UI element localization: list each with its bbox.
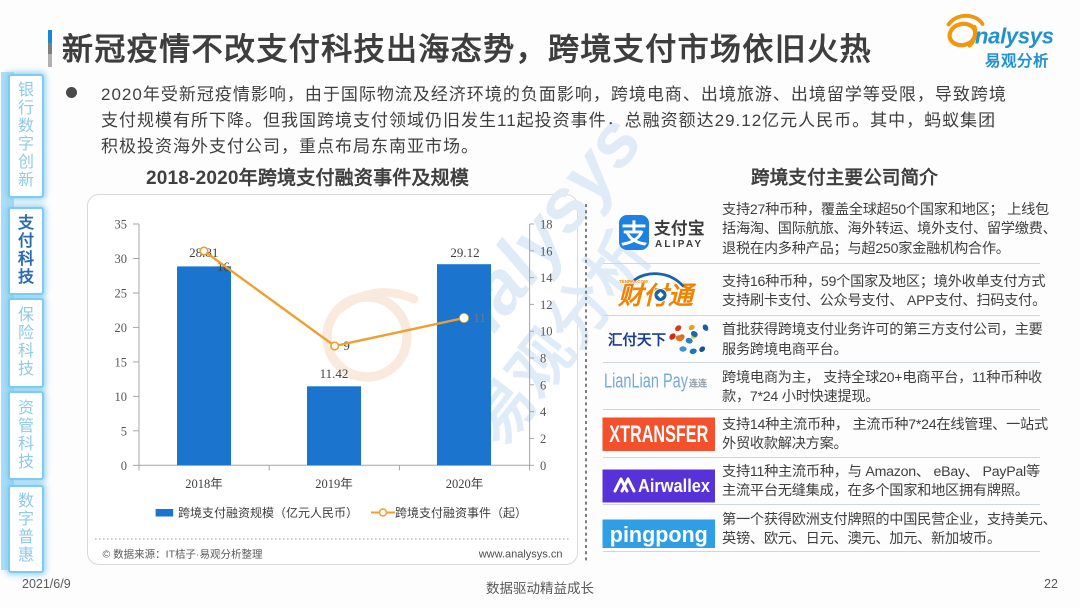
- svg-text:2: 2: [540, 432, 546, 446]
- svg-text:10: 10: [540, 325, 553, 339]
- svg-text:2018年: 2018年: [185, 477, 223, 491]
- svg-text:9: 9: [343, 338, 350, 353]
- svg-text:29.12: 29.12: [450, 245, 479, 260]
- svg-text:0: 0: [540, 459, 546, 473]
- svg-text:4: 4: [540, 405, 547, 419]
- svg-text:8: 8: [540, 352, 546, 366]
- svg-text:11.42: 11.42: [320, 366, 349, 381]
- svg-text:跨境支付融资事件（起）: 跨境支付融资事件（起）: [395, 505, 527, 520]
- svg-text:25: 25: [115, 287, 128, 301]
- svg-text:XTRANSFER: XTRANSFER: [609, 421, 708, 448]
- svg-text:nalysys: nalysys: [975, 24, 1054, 49]
- svg-text:10: 10: [115, 390, 128, 404]
- svg-text:12: 12: [540, 298, 553, 312]
- svg-text:支: 支: [621, 219, 647, 249]
- svg-text:连连: 连连: [689, 378, 708, 389]
- svg-text:LianLian Pay: LianLian Pay: [604, 371, 688, 393]
- svg-text:Airwallex: Airwallex: [638, 476, 710, 496]
- svg-text:TENPAY.COM: TENPAY.COM: [619, 279, 648, 284]
- svg-text:15: 15: [115, 355, 128, 369]
- svg-text:2020年: 2020年: [446, 477, 484, 491]
- svg-text:0: 0: [121, 459, 127, 473]
- svg-text:14: 14: [540, 271, 553, 285]
- svg-text:30: 30: [115, 252, 128, 266]
- svg-text:35: 35: [115, 218, 128, 232]
- svg-text:跨境支付融资规模（亿元人民币）: 跨境支付融资规模（亿元人民币）: [178, 505, 358, 520]
- svg-text:支付宝: 支付宝: [654, 218, 705, 238]
- svg-text:20: 20: [115, 321, 128, 335]
- svg-text:2019年: 2019年: [315, 477, 353, 491]
- svg-text:www.analysys.cn: www.analysys.cn: [478, 549, 563, 561]
- svg-text:汇付天下: 汇付天下: [608, 331, 666, 349]
- svg-text:6: 6: [540, 378, 546, 392]
- svg-text:pingpong: pingpong: [610, 522, 708, 547]
- svg-text:5: 5: [121, 424, 127, 438]
- svg-text:ALIPAY: ALIPAY: [655, 239, 703, 250]
- svg-text:18: 18: [540, 218, 553, 232]
- svg-text:© 数据来源：IT桔子·易观分析整理: © 数据来源：IT桔子·易观分析整理: [103, 548, 263, 561]
- svg-text:易观分析: 易观分析: [985, 51, 1049, 70]
- svg-text:16: 16: [540, 244, 553, 258]
- svg-text:11: 11: [473, 310, 486, 325]
